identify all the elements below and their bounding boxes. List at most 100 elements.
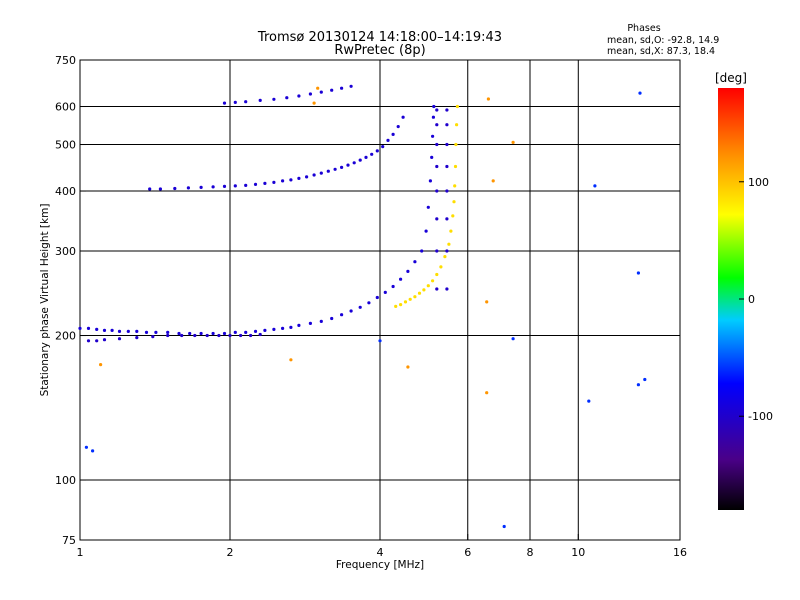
data-point (449, 229, 453, 233)
chart-title: Tromsø 20130124 14:18:00–14:19:43 (257, 30, 502, 45)
data-point (319, 171, 323, 175)
data-point (244, 330, 248, 334)
data-point (435, 164, 439, 169)
data-point (451, 214, 455, 218)
data-point (370, 152, 374, 156)
data-point (186, 186, 190, 190)
data-point (308, 321, 312, 325)
data-point (403, 300, 408, 304)
y-tick-label: 750 (55, 54, 76, 67)
data-point (217, 333, 221, 338)
x-tick-label: 4 (377, 546, 384, 559)
data-point (95, 339, 99, 343)
data-point (211, 331, 215, 336)
scatter-points (78, 84, 647, 529)
data-point (180, 333, 184, 338)
data-point (453, 184, 457, 188)
data-point (452, 200, 456, 204)
grid-lines (80, 60, 680, 540)
data-point (135, 336, 139, 340)
data-point (281, 179, 285, 183)
data-point (643, 377, 647, 382)
data-point (445, 108, 449, 112)
data-point (511, 337, 515, 341)
data-point (84, 445, 88, 449)
data-point (78, 326, 82, 330)
data-point (486, 97, 490, 101)
data-point (117, 329, 122, 333)
data-point (154, 330, 158, 334)
data-point (244, 100, 248, 104)
x-tick-label: 16 (673, 546, 687, 559)
data-point (222, 101, 227, 105)
data-point (258, 332, 262, 337)
data-point (312, 101, 316, 105)
data-point (406, 365, 410, 369)
data-point (378, 339, 382, 343)
data-point (272, 180, 276, 184)
y-tick-label: 100 (55, 474, 76, 487)
data-point (166, 330, 170, 334)
data-point (228, 333, 232, 338)
data-point (431, 279, 435, 283)
data-point (166, 333, 170, 338)
data-point (485, 300, 489, 304)
data-point (102, 328, 107, 332)
data-point (297, 94, 301, 98)
data-point (308, 92, 312, 96)
data-point (443, 255, 447, 259)
data-point (117, 337, 122, 341)
data-point (263, 181, 267, 185)
data-point (177, 331, 181, 336)
data-point (432, 104, 436, 109)
y-tick-label: 500 (55, 139, 76, 152)
data-point (396, 125, 400, 129)
data-point (253, 182, 258, 186)
data-point (453, 164, 458, 169)
data-point (422, 288, 426, 292)
data-point (193, 333, 197, 338)
data-point (312, 173, 316, 177)
data-point (424, 229, 428, 233)
legend-title: Phases (627, 23, 660, 34)
colorbar-tick-label: 0 (748, 293, 755, 306)
x-tick-label: 1 (77, 546, 84, 559)
data-point (326, 169, 330, 173)
x-tick-label: 10 (571, 546, 585, 559)
data-point (340, 313, 344, 317)
data-point (319, 90, 323, 94)
data-point (430, 155, 434, 159)
data-point (222, 184, 227, 188)
data-point (381, 145, 385, 149)
data-point (431, 134, 435, 138)
data-point (428, 179, 432, 183)
data-point (199, 331, 203, 336)
data-point (413, 260, 417, 264)
y-tick-label: 75 (62, 534, 76, 547)
chart-subtitle: RwPretec (8p) (334, 43, 425, 58)
y-tick-label: 400 (55, 185, 76, 198)
data-point (272, 97, 276, 101)
data-point (330, 88, 334, 92)
data-point (445, 287, 449, 291)
data-point (638, 91, 642, 95)
data-point (636, 271, 641, 275)
data-point (102, 338, 107, 342)
data-point (272, 327, 276, 331)
data-point (239, 333, 243, 338)
x-axis-label: Frequency [MHz] (336, 559, 424, 571)
x-tick-label: 6 (464, 546, 471, 559)
data-point (408, 297, 412, 301)
data-point (297, 323, 301, 327)
data-point (636, 383, 641, 387)
data-point (431, 115, 435, 119)
colorbar-tick-label: -100 (748, 410, 773, 423)
data-point (330, 316, 334, 321)
colorbar-ticks: 100 0 -100 (739, 176, 773, 423)
data-point (205, 333, 209, 338)
data-point (346, 163, 350, 167)
data-point (99, 363, 103, 367)
data-point (316, 86, 320, 90)
legend-line-x: mean, sd,X: 87.3, 18.4 (607, 46, 715, 57)
data-point (305, 175, 309, 179)
